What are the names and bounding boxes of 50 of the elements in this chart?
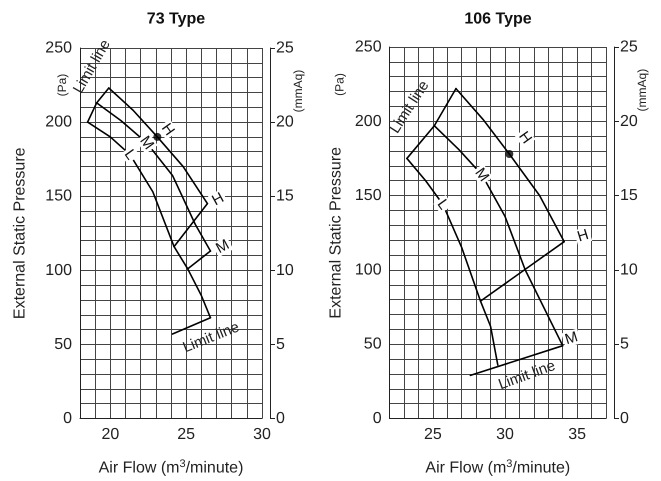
y-tick-label: 50 bbox=[364, 336, 382, 353]
y2-axis-title: (mmAq) bbox=[291, 70, 305, 112]
annotation: M bbox=[213, 236, 232, 258]
y-tick-label: 100 bbox=[45, 262, 72, 279]
y-axis-title: External Static Pressure bbox=[328, 146, 344, 319]
y-tick-label: 200 bbox=[354, 112, 382, 130]
annotation: M bbox=[562, 328, 580, 348]
y-tick-label: 0 bbox=[63, 410, 72, 427]
text: (Pa) bbox=[332, 73, 346, 96]
y2-tick-label: 25 bbox=[276, 40, 294, 56]
x-tick-label: 25 bbox=[177, 426, 196, 443]
x-tick-label: 30 bbox=[253, 426, 271, 443]
y2-axis-title: (mmAq) bbox=[635, 68, 649, 112]
text: (Pa) bbox=[54, 74, 69, 96]
annotation: H bbox=[158, 120, 178, 139]
y-axis-title: External Static Pressure bbox=[12, 147, 28, 320]
y2-tick-label: 10 bbox=[276, 262, 294, 279]
annotation: Limit line bbox=[496, 356, 558, 394]
annotation: M bbox=[136, 132, 158, 153]
x-tick-label: 30 bbox=[496, 426, 514, 443]
y2-tick-label: 20 bbox=[620, 112, 638, 130]
y-tick-label: 50 bbox=[54, 336, 72, 353]
y2-tick-label: 15 bbox=[620, 187, 638, 204]
x-tick-label: 35 bbox=[568, 426, 586, 443]
x-tick-label: 20 bbox=[101, 426, 120, 443]
annotation: H bbox=[209, 189, 227, 210]
y2-tick-label: 25 bbox=[620, 38, 638, 56]
y-tick-label: 150 bbox=[45, 188, 72, 205]
y-tick-label: 250 bbox=[45, 40, 72, 56]
y-tick-label: 250 bbox=[354, 38, 382, 56]
annotation: M bbox=[471, 164, 492, 185]
annotation: L bbox=[434, 196, 452, 213]
chart-title: 106 Type bbox=[464, 10, 532, 28]
annotation: Limit line bbox=[180, 318, 242, 356]
annotation: H bbox=[515, 128, 536, 147]
y2-tick-label: 0 bbox=[276, 410, 285, 427]
annotation: L bbox=[120, 146, 140, 164]
y2-tick-label: 20 bbox=[276, 114, 294, 131]
y2-tick-label: 5 bbox=[276, 336, 285, 353]
y2-tick-label: 10 bbox=[620, 261, 638, 278]
y2-tick-label: 0 bbox=[620, 410, 629, 427]
y-tick-label: 100 bbox=[354, 261, 382, 278]
y2-tick-label: 15 bbox=[276, 188, 294, 205]
chart-title: 73 Type bbox=[146, 10, 206, 28]
y-tick-label: 150 bbox=[354, 187, 382, 204]
annotation: H bbox=[575, 226, 591, 246]
y-tick-label: 200 bbox=[45, 114, 72, 131]
x-tick-label: 25 bbox=[424, 426, 442, 443]
y-tick-label: 0 bbox=[372, 410, 382, 427]
y2-tick-label: 5 bbox=[620, 336, 629, 353]
